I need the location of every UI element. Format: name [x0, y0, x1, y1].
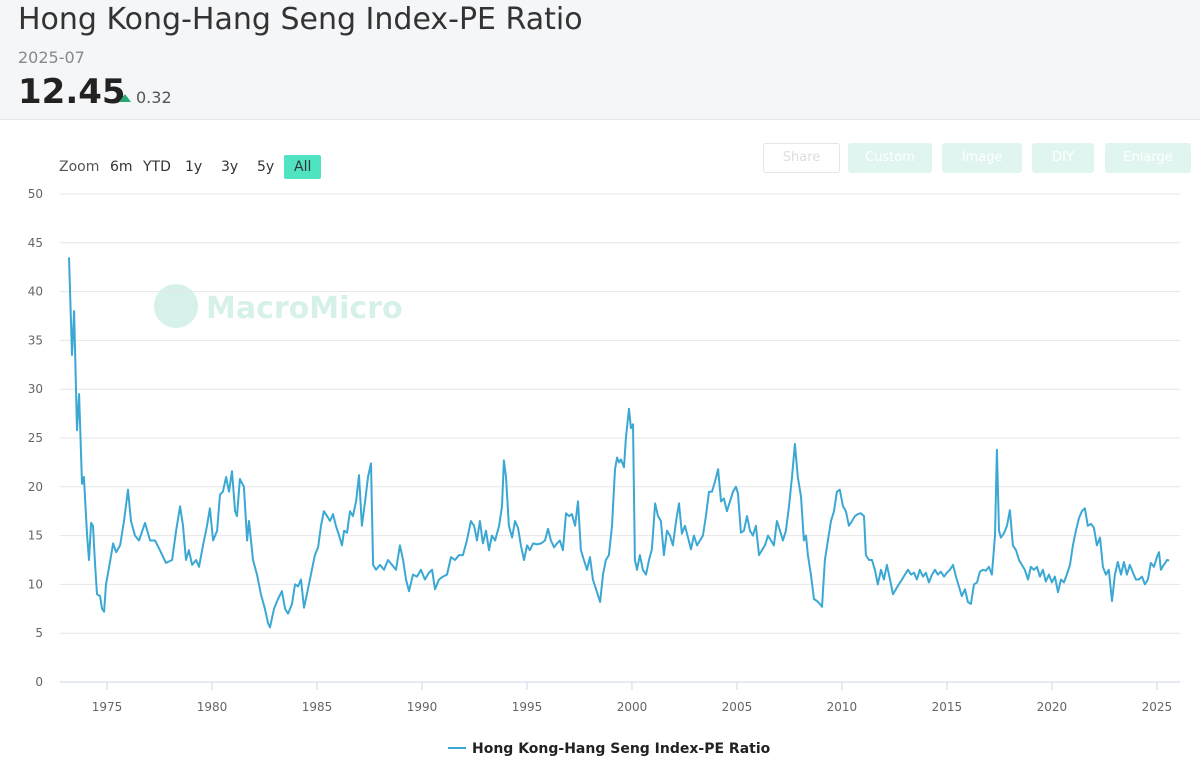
- range-button[interactable]: 1y: [185, 159, 203, 175]
- y-tick-label: 20: [28, 480, 43, 494]
- y-tick-label: 5: [35, 626, 43, 640]
- y-tick-label: 10: [28, 577, 43, 591]
- range-button[interactable]: 3y: [221, 159, 239, 175]
- toolbar-button[interactable]: Image: [942, 143, 1022, 173]
- page-title: Hong Kong-Hang Seng Index-PE Ratio: [18, 2, 583, 37]
- x-tick-label: 2025: [1142, 700, 1173, 714]
- range-button[interactable]: All: [284, 155, 322, 179]
- change: 0.32: [136, 88, 172, 107]
- x-tick-label: 1975: [92, 700, 123, 714]
- x-tick-label: 1990: [407, 700, 438, 714]
- latest-value: 12.45: [18, 72, 126, 112]
- y-tick-label: 50: [28, 187, 43, 201]
- x-tick-label: 1980: [197, 700, 228, 714]
- up-arrow: [119, 94, 131, 102]
- range-button[interactable]: 6m: [110, 159, 133, 175]
- range-button[interactable]: YTD: [143, 159, 171, 175]
- x-tick-label: 2000: [617, 700, 648, 714]
- watermark: MacroMicro: [206, 291, 403, 326]
- toolbar-button[interactable]: Custom: [848, 143, 932, 173]
- legend-label: Hong Kong-Hang Seng Index-PE Ratio: [472, 741, 771, 757]
- y-tick-label: 40: [28, 285, 43, 299]
- watermark-logo: [154, 284, 198, 328]
- x-tick-label: 1995: [512, 700, 543, 714]
- y-tick-label: 30: [28, 382, 43, 396]
- y-tick-label: 25: [28, 431, 43, 445]
- x-tick-label: 2015: [932, 700, 963, 714]
- header: Hong Kong-Hang Seng Index-PE Ratio 2025-…: [0, 0, 1200, 120]
- y-tick-label: 15: [28, 529, 43, 543]
- x-tick-label: 2005: [722, 700, 753, 714]
- range-button[interactable]: 5y: [257, 159, 275, 175]
- y-tick-label: 45: [28, 236, 43, 250]
- x-tick-label: 2010: [827, 700, 858, 714]
- date: 2025-07: [18, 48, 85, 67]
- x-tick-label: 2020: [1037, 700, 1068, 714]
- zoom-label: Zoom: [59, 159, 100, 175]
- toolbar-button[interactable]: Share: [763, 143, 840, 173]
- x-tick-label: 1985: [302, 700, 333, 714]
- toolbar-button[interactable]: DIY: [1032, 143, 1094, 173]
- y-tick-label: 35: [28, 333, 43, 347]
- toolbar-button[interactable]: Enlarge: [1105, 143, 1191, 173]
- series-line: [68, 257, 1170, 629]
- y-tick-label: 0: [35, 675, 43, 689]
